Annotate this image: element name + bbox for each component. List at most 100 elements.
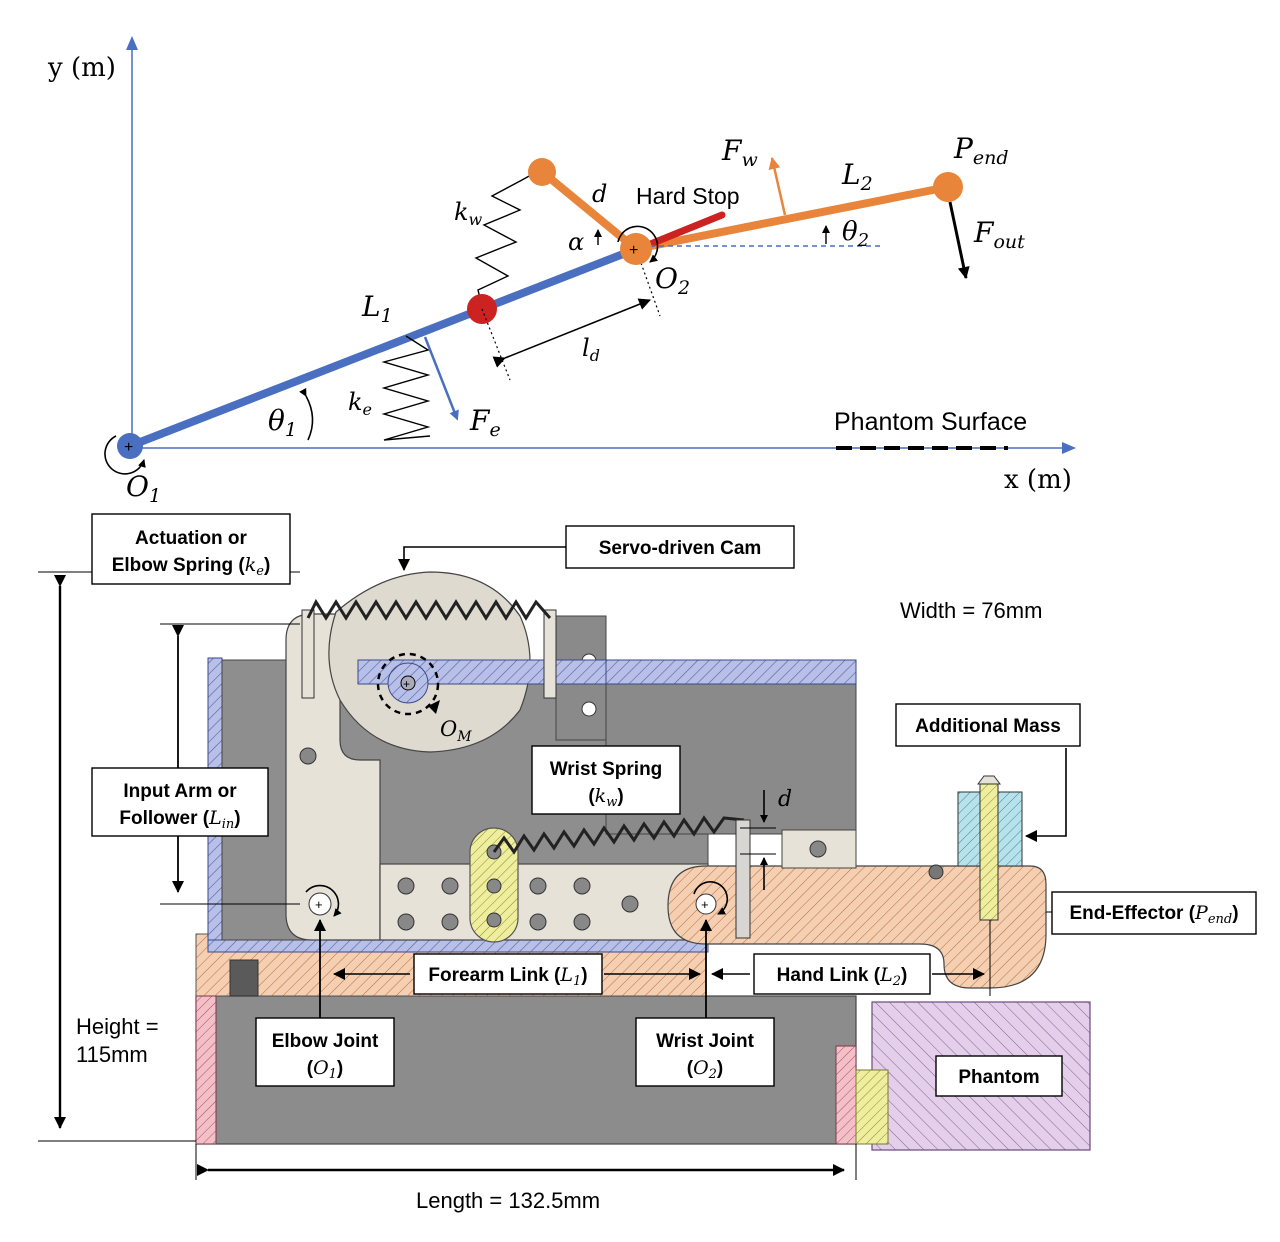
ke-label: ke: [348, 388, 372, 419]
force-Fe-arrow: [423, 336, 459, 421]
input-arm-line1: Input Arm or: [123, 781, 237, 802]
L2-label: L2: [841, 158, 873, 195]
label-box-phantom: Phantom: [935, 1055, 1063, 1097]
ld-label: ld: [582, 334, 600, 365]
link-d: [536, 166, 640, 253]
y-axis-label: y (m): [47, 53, 116, 83]
Fw-label: Fw: [721, 134, 758, 171]
actuation-line1: Actuation or: [135, 528, 247, 549]
elbow-joint-O1: [117, 433, 143, 459]
x-axis-label: x (m): [1004, 465, 1072, 495]
theta1-arc: [299, 387, 314, 441]
cam-center-plus: +: [403, 677, 410, 691]
svg-text:Additional Mass: Additional Mass: [915, 716, 1061, 737]
mass-bolt-head: [977, 775, 1001, 785]
label-box-end-effector: End-Effector (Pend): [1051, 891, 1257, 935]
om-label: OM: [440, 717, 472, 745]
servo-cam-leader: [398, 546, 566, 571]
alpha-label: α: [568, 228, 584, 256]
Fout-label: Fout: [973, 216, 1025, 253]
actuation-line2: Elbow Spring (ke): [112, 554, 271, 579]
hard-stop-label: Hard Stop: [636, 183, 740, 209]
kinematic-diagram: y (m) x (m) Phantom Surface +: [47, 36, 1076, 507]
wrist-joint-O2: [620, 233, 652, 265]
base-screw: [229, 959, 259, 997]
wrist-joint-visual: [695, 893, 717, 915]
forearm-link-L1: [126, 245, 640, 450]
d-gap-label: d: [778, 787, 792, 812]
svg-text:End-Effector (Pend): End-Effector (Pend): [1069, 902, 1238, 927]
input-arm-line2: Follower (Lin): [119, 807, 240, 832]
elbow-joint-plus: +: [315, 897, 323, 912]
wrist-spring-kw: [474, 169, 541, 311]
label-box-wrist-joint: Wrist Joint (O2): [635, 1017, 775, 1087]
svg-text:(O2): (O2): [687, 1057, 724, 1082]
label-box-actuation: Actuation or Elbow Spring (ke): [91, 513, 291, 585]
L1-label: L1: [361, 290, 393, 327]
wrist-joint-plus: +: [701, 897, 709, 912]
label-box-forearm-link: Forearm Link (L1): [413, 953, 603, 995]
svg-text:Forearm Link (L1): Forearm Link (L1): [428, 964, 587, 989]
svg-text:Wrist Joint: Wrist Joint: [656, 1031, 754, 1052]
o2-label: O2: [655, 262, 690, 299]
force-Fw-arrow: [768, 157, 787, 216]
additional-mass-leader: [1025, 748, 1067, 842]
Fe-label: Fe: [469, 404, 501, 441]
elbow-joint-visual: [308, 892, 332, 916]
svg-text:Servo-driven Cam: Servo-driven Cam: [599, 538, 762, 559]
hand-link-L2: [632, 183, 952, 253]
elbow-spring-drawing: [306, 598, 552, 621]
o2-plus-icon: +: [629, 242, 638, 259]
d-label: d: [592, 180, 607, 208]
label-box-hand-link: Hand Link (L2): [753, 953, 931, 995]
left-pink-plate: [195, 995, 217, 1145]
length-label: Length = 132.5mm: [416, 1188, 600, 1213]
wrist-spring-line1: Wrist Spring: [550, 759, 663, 780]
hard-stop: [644, 211, 726, 249]
end-effector: [667, 865, 1047, 989]
o2-rotation-icon: [617, 225, 659, 263]
housing-bottom-frame: [207, 939, 709, 953]
svg-text:Hand Link (L2): Hand Link (L2): [777, 964, 908, 989]
mechanism-drawing: + OM + d +: [38, 546, 1091, 1213]
theta2-label: θ2: [842, 217, 869, 251]
right-yellow-plate: [855, 1069, 889, 1145]
o1-rotation-icon: [104, 435, 146, 475]
label-box-additional-mass: Additional Mass: [895, 703, 1081, 747]
label-box-elbow-joint: Elbow Joint (O1): [255, 1017, 395, 1087]
x-axis-arrow: [1062, 442, 1076, 454]
forearm-link-plate: [379, 863, 709, 941]
Pend-label: Pend: [953, 132, 1009, 169]
input-arm-hole: [299, 747, 317, 765]
ld-dimension: [492, 298, 651, 368]
label-box-wrist-spring: Wrist Spring (kw): [531, 745, 681, 815]
wrist-rotation-icon: [693, 881, 729, 915]
cam-center: [400, 675, 416, 691]
kw-label: kw: [454, 198, 483, 229]
housing-hole: [581, 701, 597, 717]
phantom-surface-label: Phantom Surface: [834, 408, 1027, 436]
cam-rotation-dashed: [376, 652, 440, 716]
label-box-servo-cam: Servo-driven Cam: [565, 525, 795, 569]
width-label: Width = 76mm: [900, 598, 1042, 623]
svg-text:Phantom: Phantom: [958, 1067, 1039, 1088]
hand-small-bolt: [928, 864, 944, 880]
end-point-Pend: [933, 172, 963, 202]
force-Fout-arrow: [948, 201, 970, 279]
wrist-spring-drawing: [492, 815, 745, 855]
height-label-2: 115mm: [76, 1042, 148, 1067]
hard-stop-hole: [809, 840, 827, 858]
link-d-end: [528, 158, 556, 186]
label-box-input-arm: Input Arm or Follower (Lin): [91, 767, 269, 837]
slot-hole: [486, 878, 502, 894]
svg-text:Elbow Joint: Elbow Joint: [272, 1031, 379, 1052]
height-label-1: Height =: [76, 1014, 159, 1039]
spring-post-right: [543, 609, 557, 699]
slot-hole: [486, 912, 502, 928]
hard-stop-post: [735, 819, 751, 939]
o1-plus-icon: +: [124, 439, 133, 456]
mass-bolt: [979, 783, 999, 921]
spring-post-left: [301, 609, 315, 699]
y-axis-arrow: [126, 36, 138, 50]
